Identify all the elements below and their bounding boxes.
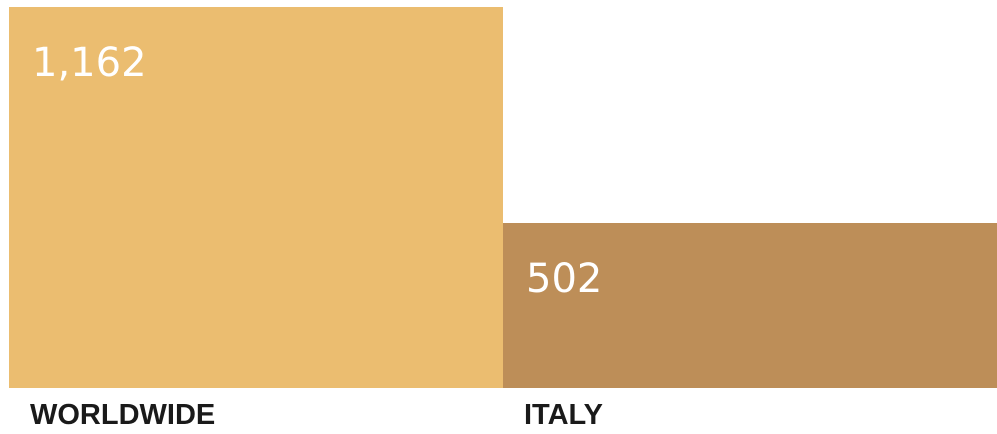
bar-italy xyxy=(503,223,997,388)
category-label-worldwide: WORLDWIDE xyxy=(30,399,216,431)
value-label-worldwide: 1,162 xyxy=(32,40,147,86)
value-label-italy: 502 xyxy=(526,256,603,303)
category-label-italy: ITALY xyxy=(524,399,603,431)
bar-worldwide xyxy=(9,7,503,388)
